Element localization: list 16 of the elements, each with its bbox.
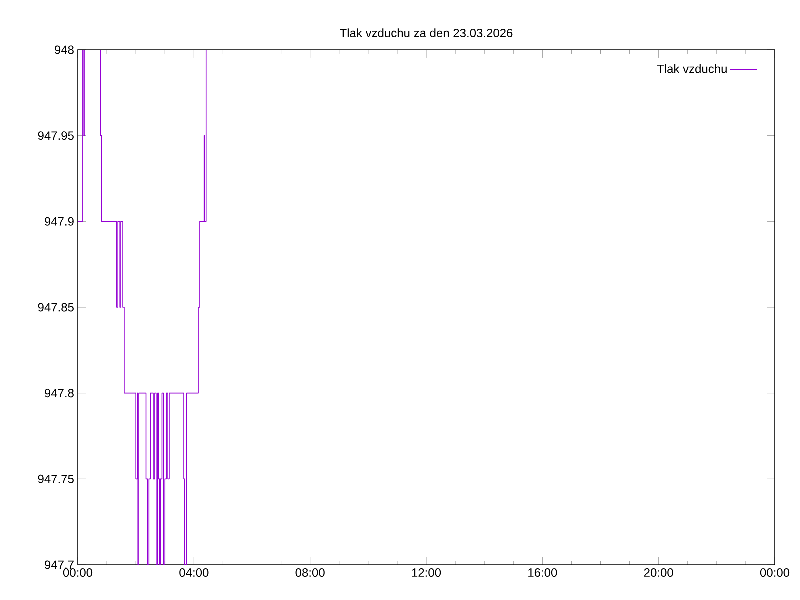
legend-label: Tlak vzduchu — [657, 64, 727, 74]
x-tick-label: 00:00 — [760, 568, 790, 578]
y-tick-label: 947.9 — [45, 217, 74, 226]
y-tick-label: 947.95 — [38, 132, 74, 140]
x-tick-label: 00:00 — [63, 568, 93, 578]
y-tick-label: 947.7 — [45, 560, 74, 570]
x-tick-label: 16:00 — [528, 568, 558, 578]
x-tick-label: 08:00 — [296, 568, 325, 578]
y-tick-label: 947.75 — [38, 474, 74, 484]
x-tick-label: 12:00 — [412, 568, 442, 578]
y-tick-label: 948 — [55, 46, 74, 54]
chart-title: Tlak vzduchu za den 23.03.2026 — [340, 28, 513, 38]
x-tick-label: 20:00 — [644, 568, 674, 578]
y-tick-label: 947.85 — [38, 303, 74, 312]
x-tick-label: 04:00 — [180, 568, 209, 578]
y-tick-label: 947.8 — [45, 389, 74, 398]
